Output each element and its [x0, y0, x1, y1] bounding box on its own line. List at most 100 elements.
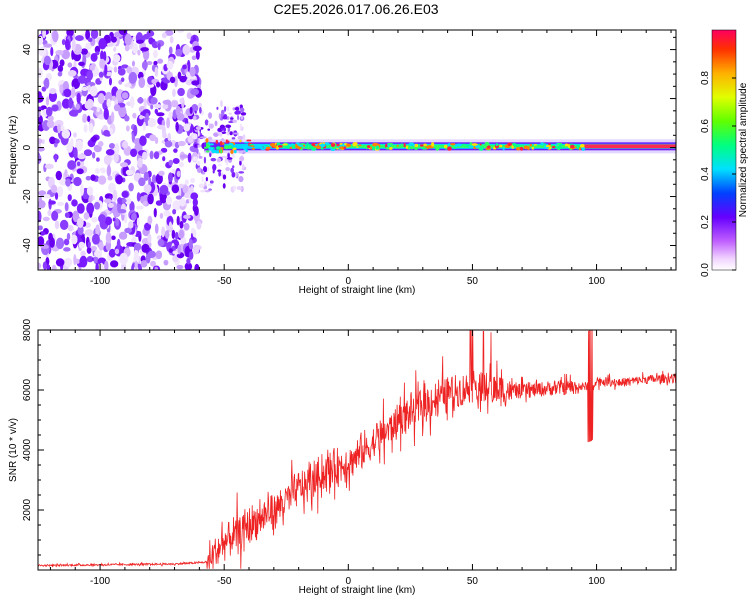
signal-speckle [581, 146, 585, 151]
spectrogram-marks [38, 30, 676, 270]
signal-speckle [310, 146, 317, 151]
noise-blob [86, 247, 92, 254]
colorbar-label: Normalized spectral amplitude [738, 82, 749, 217]
noise-blob [90, 245, 98, 251]
snr-panel: -100 -50 0 50 100 2000 4000 6000 8000 Height of… [8, 318, 677, 596]
signal-speckle [220, 149, 223, 154]
noise-blob [156, 235, 162, 240]
signal-speckle [464, 144, 470, 147]
noise-blob [164, 30, 174, 36]
noise-blob [166, 117, 171, 129]
signal-speckle [243, 146, 247, 151]
signal-speckle [287, 145, 290, 149]
noise-blob [62, 82, 68, 91]
noise-blob [172, 255, 179, 263]
noise-blob [67, 224, 74, 232]
noise-blob [108, 182, 116, 193]
signal-speckle [244, 141, 249, 144]
noise-blob [72, 210, 80, 223]
snr-x-tick-label: 0 [346, 576, 352, 587]
signal-speckle [356, 146, 359, 148]
signal-speckle [313, 145, 318, 148]
noise-blob [142, 151, 148, 160]
noise-blob [204, 189, 211, 193]
noise-blob [146, 83, 155, 88]
noise-blob [147, 233, 152, 244]
spectrogram-x-label: Height of straight line (km) [299, 285, 416, 296]
noise-blob [153, 103, 162, 109]
signal-speckle [331, 146, 337, 149]
noise-blob [107, 202, 114, 208]
noise-blob [43, 194, 51, 199]
noise-blob [124, 33, 132, 46]
snr-series-line [38, 330, 676, 569]
signal-speckle [468, 145, 474, 148]
signal-speckle [431, 142, 435, 147]
noise-blob [51, 104, 59, 112]
noise-blob [111, 235, 116, 241]
noise-blob [51, 210, 59, 221]
signal-speckle [215, 146, 221, 150]
signal-speckle [282, 143, 288, 146]
signal-speckle [372, 144, 375, 147]
signal-speckle [309, 144, 312, 148]
snr-x-ticks: -100 -50 0 50 100 [49, 330, 672, 587]
noise-blob [184, 262, 193, 270]
noise-blob [106, 42, 114, 47]
noise-blob [179, 97, 184, 104]
colorbar-tick-label: 0.0 [700, 263, 711, 277]
noise-blob [133, 254, 140, 264]
noise-blob [49, 88, 57, 95]
signal-speckle [578, 147, 582, 151]
noise-blob [100, 50, 104, 61]
noise-blob [59, 59, 65, 67]
noise-blob [231, 171, 236, 178]
noise-blob [183, 222, 190, 231]
noise-blob [133, 124, 138, 137]
noise-blob [96, 106, 100, 113]
noise-blob [158, 170, 165, 176]
signal-speckle [205, 138, 209, 143]
signal-speckle [453, 147, 457, 150]
noise-blob [43, 77, 50, 89]
signal-speckle [257, 143, 262, 148]
noise-blob [110, 111, 115, 123]
noise-blob [103, 155, 112, 166]
noise-blob [118, 231, 128, 240]
signal-speckle [291, 145, 295, 149]
noise-blob [38, 111, 41, 118]
noise-blob [153, 50, 158, 59]
noise-blob [142, 200, 148, 207]
noise-blob [176, 30, 185, 33]
signal-speckle [499, 144, 503, 148]
noise-blob [159, 212, 164, 219]
noise-blob [123, 212, 128, 224]
noise-blob [212, 169, 215, 174]
noise-blob [176, 170, 181, 178]
noise-blob [49, 237, 55, 248]
noise-blob [76, 92, 81, 104]
snr-x-tick-label: -50 [217, 576, 232, 587]
noise-blob [132, 42, 139, 54]
signal-speckle [299, 144, 302, 147]
noise-blob [38, 196, 42, 205]
noise-blob [186, 257, 191, 265]
noise-blob [206, 166, 210, 172]
colorbar-tick-label: 0.4 [700, 167, 711, 181]
noise-blob [55, 258, 65, 267]
noise-blob [223, 105, 227, 112]
noise-blob [76, 161, 81, 167]
noise-blob [161, 226, 166, 238]
noise-blob [56, 185, 64, 198]
noise-blob [75, 139, 84, 152]
noise-blob [38, 138, 43, 145]
noise-blob [105, 149, 115, 156]
noise-blob [228, 120, 234, 124]
noise-blob [156, 112, 165, 117]
noise-blob [38, 210, 42, 223]
noise-blob [197, 129, 200, 137]
noise-blob [96, 157, 100, 162]
noise-blob [149, 150, 154, 160]
noise-blob [198, 183, 205, 189]
noise-blob [91, 151, 96, 159]
